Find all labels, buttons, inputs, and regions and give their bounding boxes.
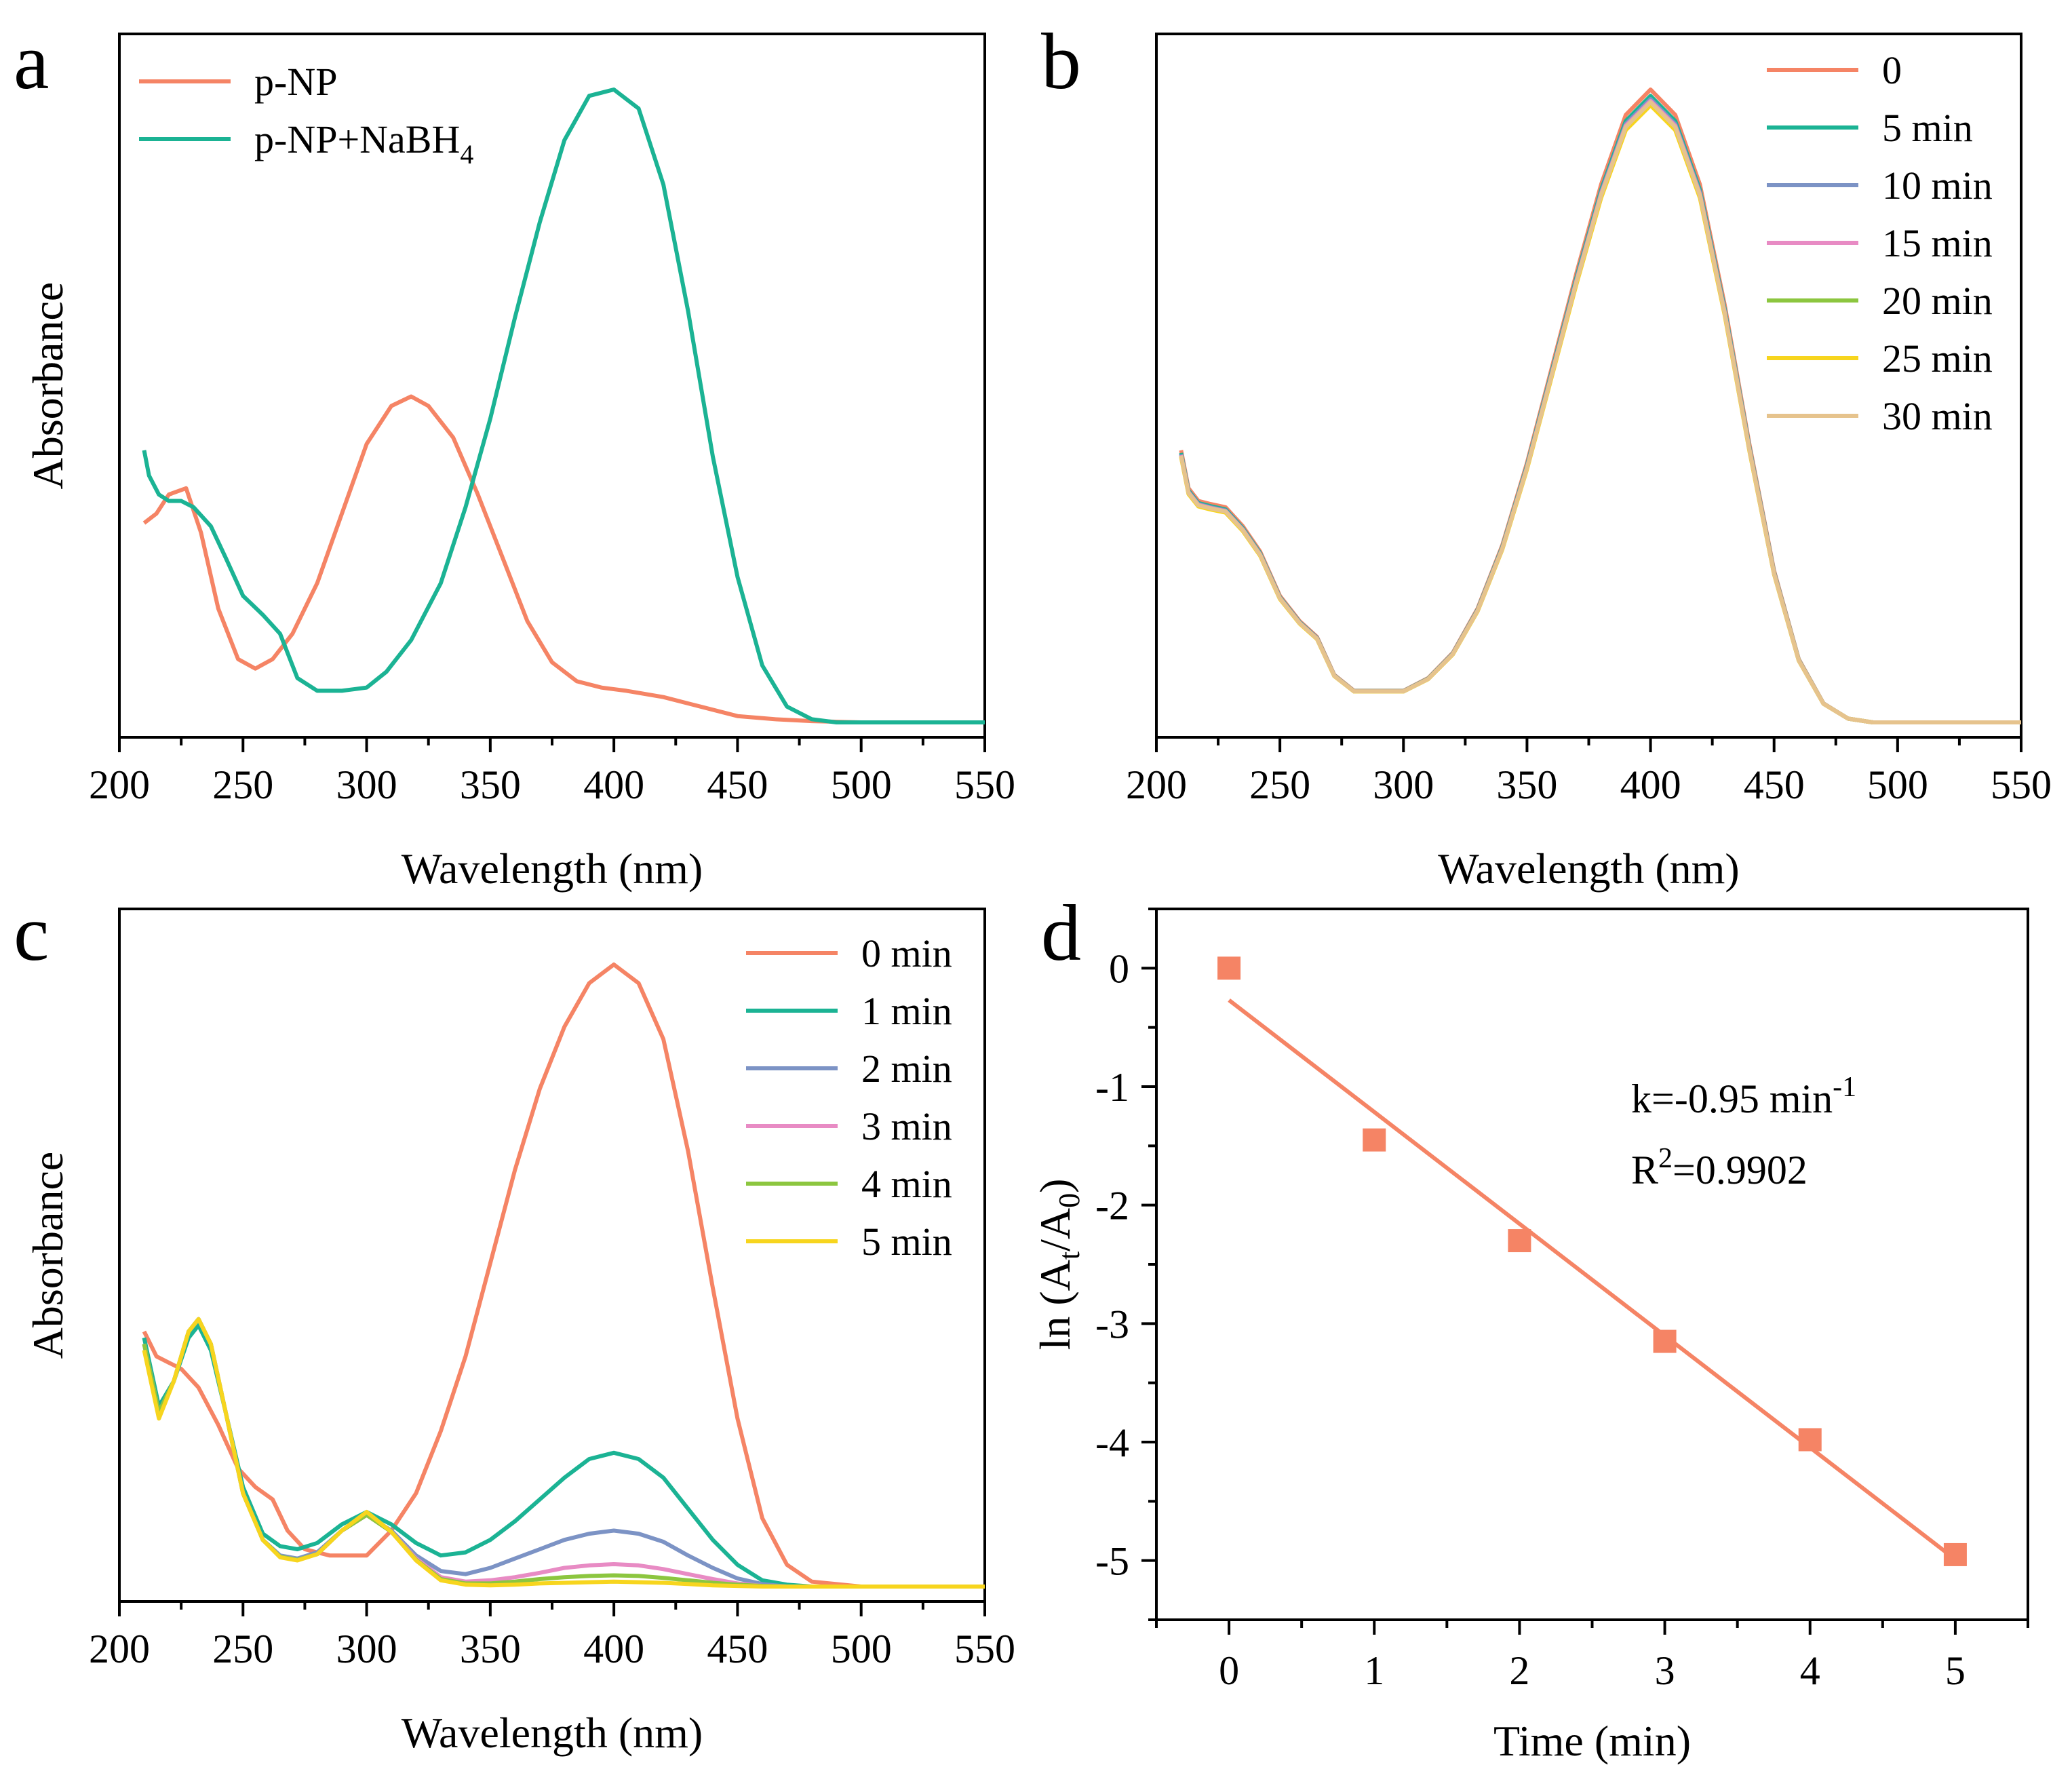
panel-label-c: c [14, 889, 49, 977]
x-tick-label: 5 [1945, 1648, 1966, 1693]
x-tick-label: 400 [1620, 762, 1681, 807]
x-tick-label: 250 [212, 1627, 273, 1671]
data-point [1508, 1229, 1531, 1253]
x-tick-label: 350 [460, 762, 521, 807]
panel-label-b: b [1041, 17, 1081, 106]
x-tick-label: 200 [89, 1627, 150, 1671]
x-tick-label: 250 [1249, 762, 1310, 807]
x-tick-label: 300 [336, 1627, 397, 1671]
y-axis-title-part: /A [1031, 1208, 1079, 1251]
legend-label: 0 [1882, 48, 1902, 92]
y-tick-label: -3 [1095, 1302, 1129, 1346]
legend-label: p-NP [254, 60, 337, 104]
y-tick-label: -2 [1095, 1184, 1129, 1228]
legend-label: 10 min [1882, 163, 1993, 208]
y-axis-title: Absorbance [24, 1152, 72, 1359]
data-point [1217, 956, 1241, 980]
rate-constant-value: k=-0.95 min [1631, 1076, 1833, 1121]
x-tick-label: 300 [336, 762, 397, 807]
legend-label: 5 min [1882, 106, 1973, 150]
y-axis-title: Absorbance [24, 282, 72, 490]
x-axis-title: Wavelength (nm) [1438, 844, 1739, 893]
y-axis-title: Absorbance [24, 282, 72, 490]
y-axis-title: ln (At/A0) [1031, 1179, 1086, 1350]
series-line-a-1 [142, 88, 985, 724]
y-tick-label: -1 [1095, 1065, 1129, 1110]
legend-label: 2 min [861, 1047, 952, 1091]
x-tick-label: 550 [1991, 762, 2052, 807]
series-line-b-6 [1179, 100, 2021, 724]
y-axis-title-part: ) [1031, 1179, 1079, 1193]
series-line-a-0 [142, 394, 985, 724]
y-axis-title-part: ln (A [1031, 1260, 1079, 1350]
x-tick-label: 400 [583, 1627, 644, 1671]
y-tick-label: -5 [1095, 1539, 1129, 1584]
x-tick-label: 500 [831, 1627, 892, 1671]
x-tick-label: 450 [707, 762, 768, 807]
y-tick-label: 0 [1109, 946, 1129, 991]
data-point [1798, 1428, 1822, 1452]
x-tick-label: 4 [1800, 1648, 1820, 1693]
x-axis-title: Wavelength (nm) [402, 844, 703, 893]
x-tick-label: 250 [212, 762, 273, 807]
x-tick-label: 300 [1373, 762, 1434, 807]
legend-label: 15 min [1882, 221, 1993, 265]
legend-label: 1 min [861, 989, 952, 1033]
rate-constant-superscript: -1 [1833, 1072, 1856, 1103]
legend-label-subscript: 4 [460, 139, 473, 170]
x-tick-label: 500 [1867, 762, 1928, 807]
y-tick-label: -4 [1095, 1420, 1129, 1465]
panel-label-d: d [1041, 889, 1081, 977]
panel-label-a: a [14, 17, 49, 106]
panel-b: b 200 250 300 350 400 450 500 550 Wavelength (nm… [24, 17, 2052, 893]
legend-label: 20 min [1882, 279, 1993, 323]
x-tick-label: 450 [707, 1627, 768, 1671]
panel-a-axes-frame [118, 33, 986, 739]
x-tick-label: 550 [954, 762, 1015, 807]
x-tick-label: 200 [89, 762, 150, 807]
panel-a: a 200 250 300 350 400 450 500 550 Wavelength (nm… [14, 17, 1015, 893]
x-tick-label: 350 [1496, 762, 1557, 807]
data-point [1653, 1329, 1677, 1353]
panel-c: c 200 250 300 350 400 450 500 550 Wavelength (nm… [14, 889, 1015, 1757]
x-tick-label: 1 [1364, 1648, 1384, 1693]
legend-label: 5 min [861, 1220, 952, 1264]
r-squared-label: R2=0.9902 [1631, 1143, 1807, 1192]
x-tick-label: 2 [1509, 1648, 1529, 1693]
r-squared-symbol: R [1631, 1148, 1658, 1192]
x-tick-label: 450 [1744, 762, 1805, 807]
x-tick-label: 200 [1126, 762, 1187, 807]
x-tick-label: 500 [831, 762, 892, 807]
rate-constant-label: k=-0.95 min-1 [1631, 1072, 1856, 1121]
r-squared-superscript: 2 [1658, 1143, 1673, 1174]
x-tick-label: 550 [954, 1627, 1015, 1671]
x-tick-label: 0 [1219, 1648, 1239, 1693]
legend-label: 0 min [861, 931, 952, 975]
y-axis-title-subscript: t [1053, 1251, 1086, 1260]
series-line-c-0 [142, 963, 985, 1589]
legend-label: 4 min [861, 1162, 952, 1206]
legend-label: 25 min [1882, 336, 1993, 381]
legend-label: p-NP+NaBH4 [254, 117, 473, 170]
r-squared-value: =0.9902 [1673, 1148, 1807, 1192]
x-axis-title: Wavelength (nm) [402, 1709, 703, 1757]
x-tick-label: 3 [1655, 1648, 1675, 1693]
x-axis-title: Time (min) [1493, 1717, 1691, 1765]
fit-line [1228, 998, 1957, 1561]
legend-label-main: p-NP+NaBH [254, 117, 460, 161]
y-axis-title-subscript: 0 [1053, 1193, 1086, 1208]
legend-label: 30 min [1882, 394, 1993, 438]
data-point [1363, 1128, 1386, 1152]
series-line-c-5 [142, 1317, 985, 1589]
legend-label: 3 min [861, 1104, 952, 1148]
x-tick-label: 350 [460, 1627, 521, 1671]
x-tick-label: 400 [583, 762, 644, 807]
data-point [1943, 1542, 1967, 1566]
